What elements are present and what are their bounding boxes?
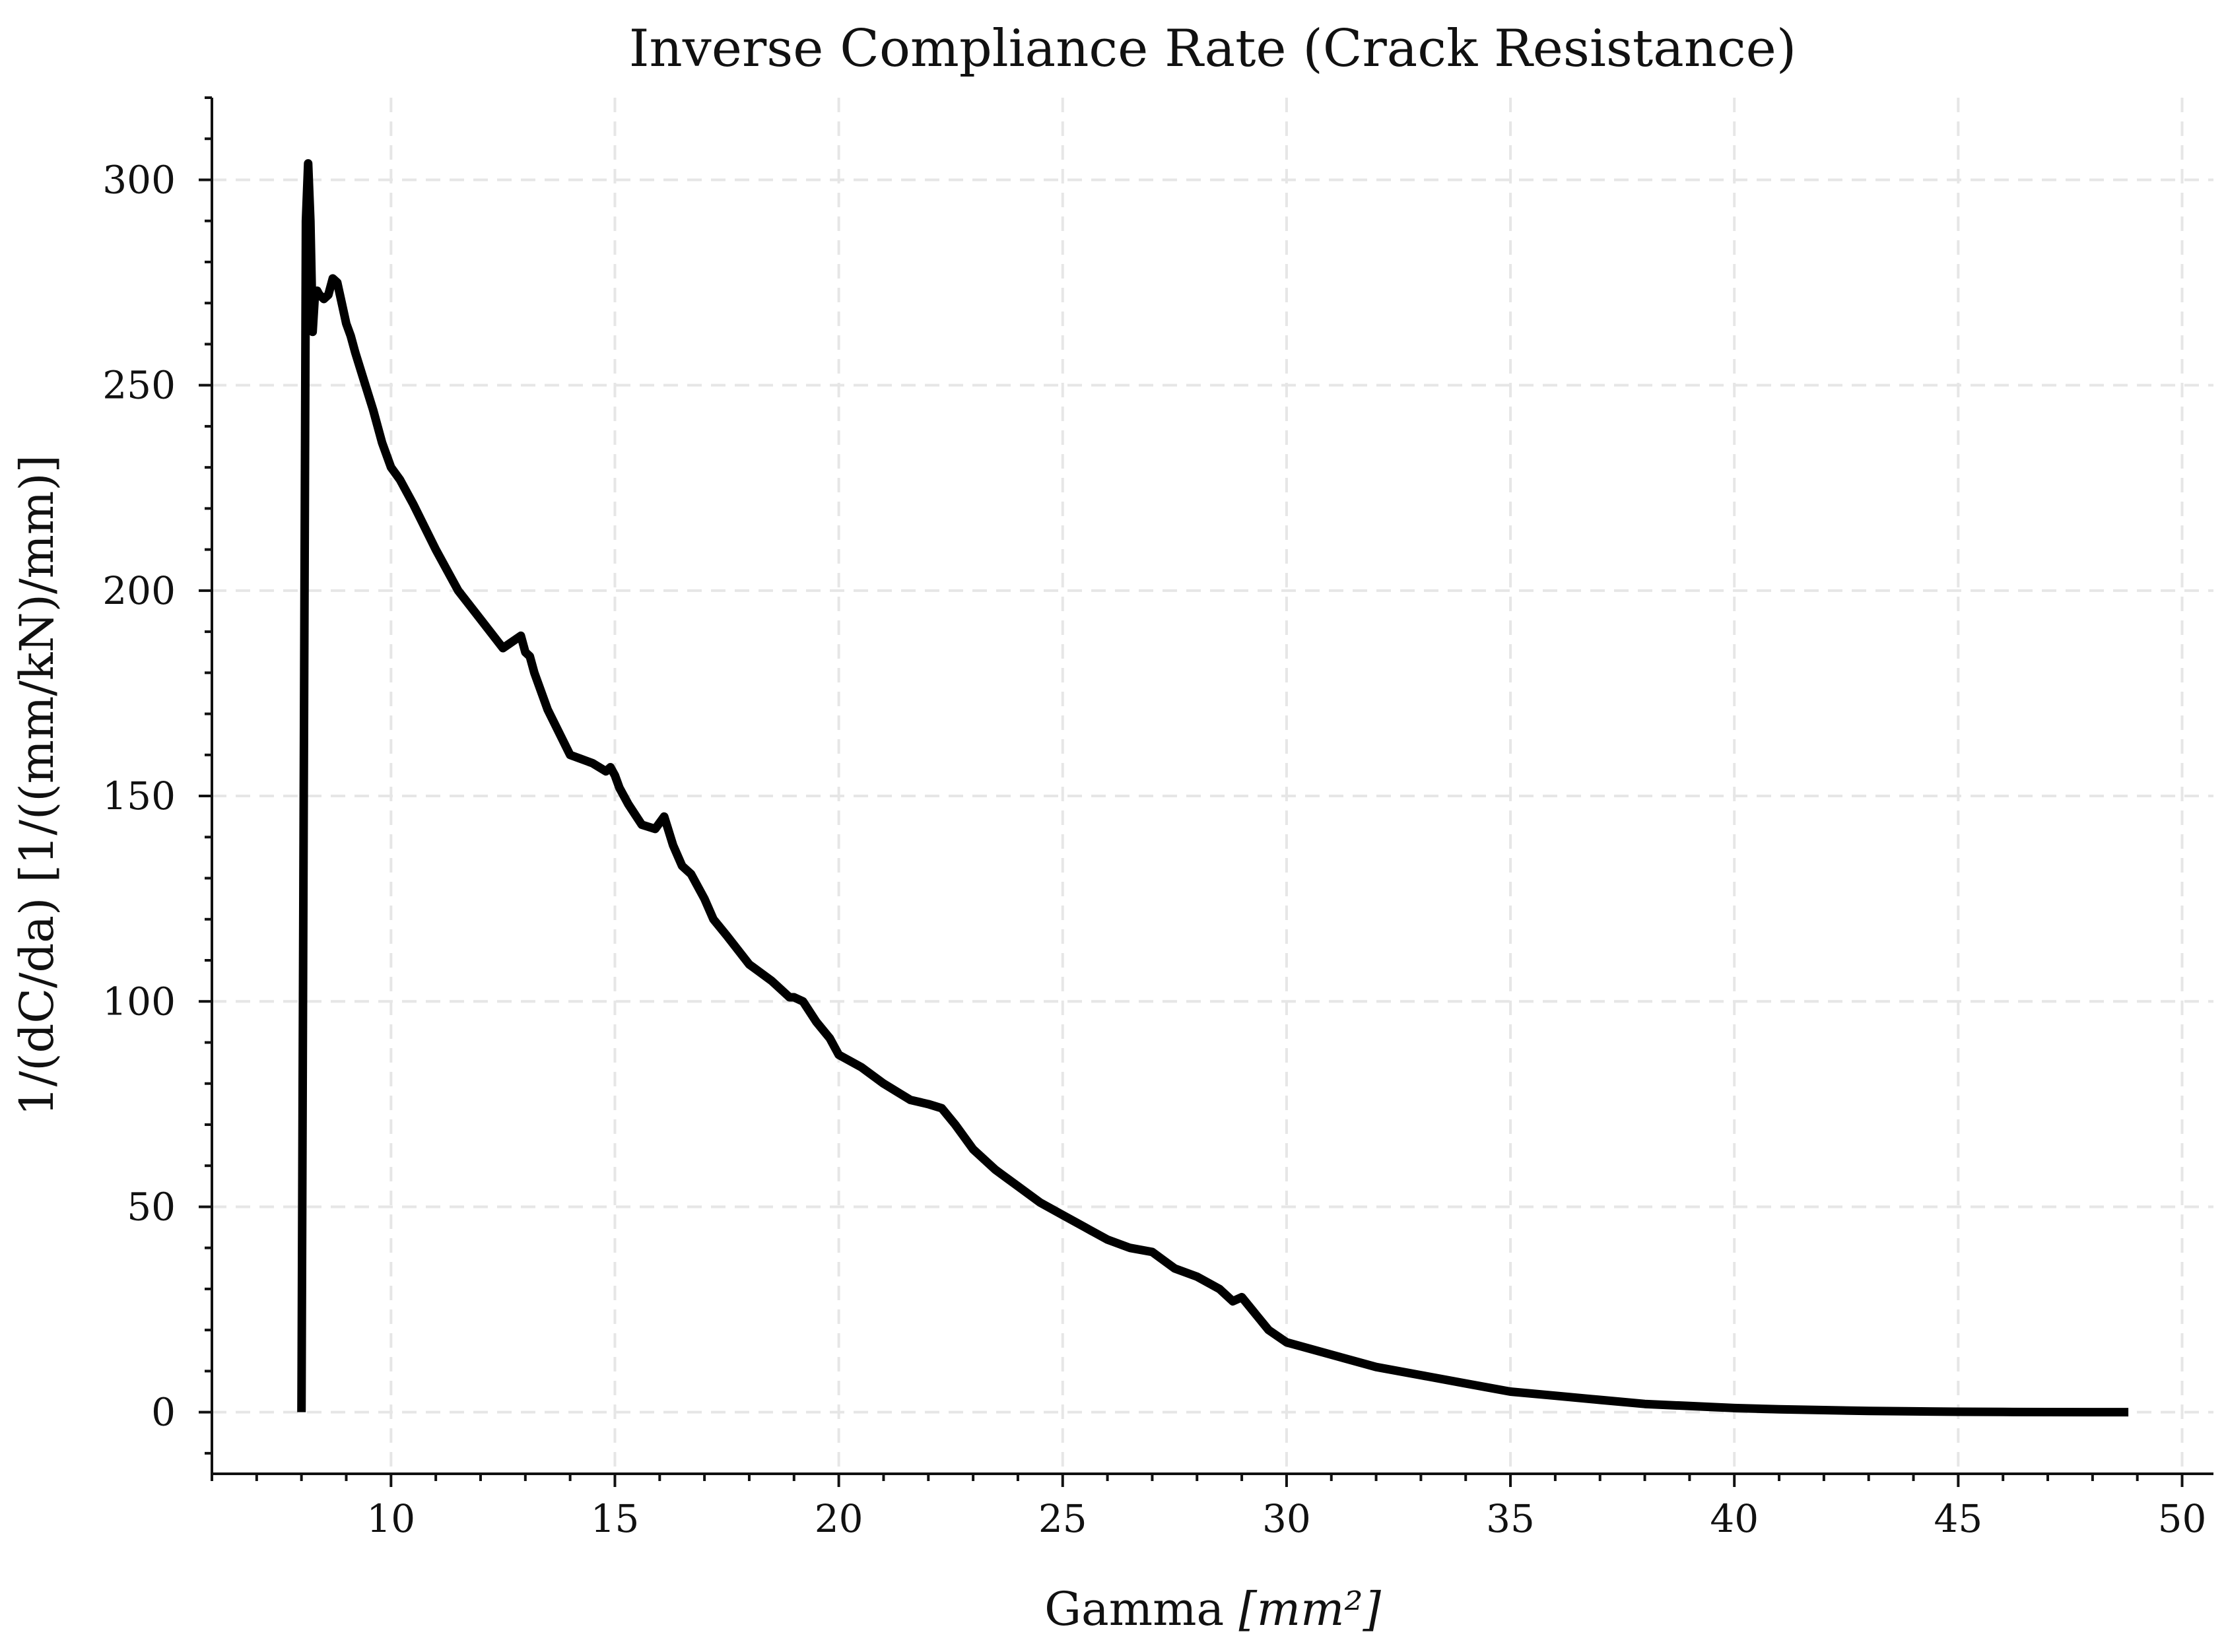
- x-tick-label: 25: [1038, 1496, 1087, 1541]
- x-tick-label: 20: [815, 1496, 863, 1541]
- chart-title: Inverse Compliance Rate (Crack Resistanc…: [629, 19, 1797, 79]
- tick-labels: 10 15 20 25 30 35 40 45 50 0 50 100 150 200 250 300: [102, 157, 2206, 1541]
- y-tick-label: 300: [102, 157, 176, 202]
- y-tick-label: 0: [151, 1390, 176, 1435]
- x-tick-label: 40: [1710, 1496, 1759, 1541]
- grid-lines: [212, 98, 2213, 1474]
- x-tick-label: 15: [591, 1496, 640, 1541]
- axis-ticks: [199, 96, 2184, 1487]
- x-axis-label-main: Gamma: [1044, 1582, 1238, 1636]
- x-tick-label: 45: [1934, 1496, 1982, 1541]
- x-axis-label-math: [mm²]: [1238, 1582, 1381, 1636]
- y-tick-label: 100: [102, 979, 176, 1024]
- y-tick-label: 50: [127, 1184, 176, 1229]
- x-axis-label: Gamma [mm²]: [1044, 1582, 1382, 1636]
- y-tick-label: 200: [102, 568, 176, 613]
- x-tick-label: 30: [1262, 1496, 1311, 1541]
- axes-spines: [211, 98, 2213, 1475]
- series-line: [297, 159, 2129, 1417]
- x-tick-label: 10: [366, 1496, 415, 1541]
- y-axis-label: 1/(dC/da) [1/((mm/kN)/mm)]: [10, 455, 64, 1116]
- x-tick-label: 50: [2158, 1496, 2207, 1541]
- x-tick-label: 35: [1486, 1496, 1535, 1541]
- y-tick-label: 150: [102, 774, 176, 818]
- y-tick-label: 250: [102, 363, 176, 408]
